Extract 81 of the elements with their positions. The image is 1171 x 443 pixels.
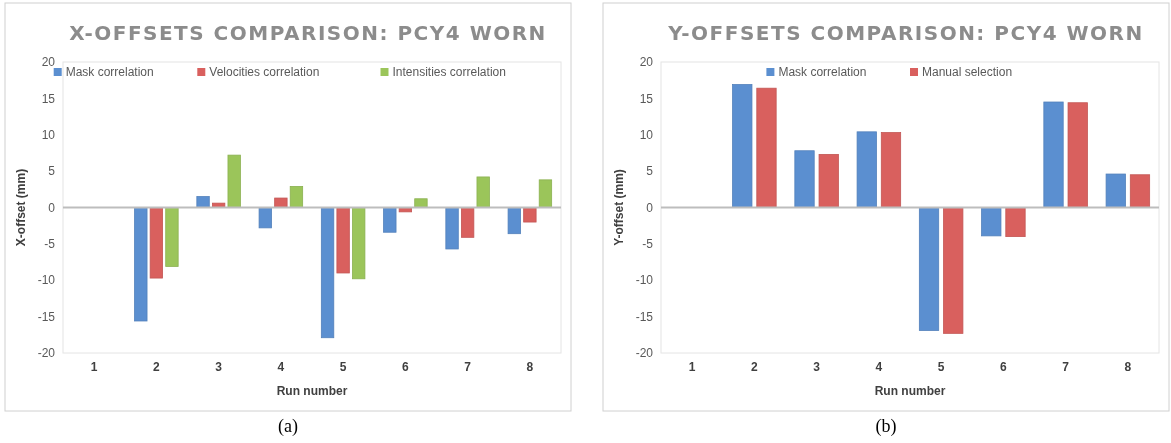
- bar: [227, 154, 241, 208]
- y-tick-label: -10: [635, 273, 654, 288]
- bar: [523, 207, 537, 223]
- legend-label: Mask correlation: [778, 65, 867, 80]
- y-tick-label: -5: [642, 237, 654, 252]
- bar: [134, 207, 148, 322]
- bar: [1129, 174, 1151, 208]
- x-tick-label: 6: [402, 360, 410, 374]
- bar: [538, 179, 553, 208]
- x-tick-label: 6: [1000, 360, 1008, 374]
- bar: [165, 207, 179, 267]
- x-tick-label: 2: [751, 360, 759, 374]
- bar: [943, 207, 964, 334]
- legend-label: Intensities correlation: [392, 65, 506, 80]
- bar: [149, 207, 163, 279]
- y-axis-title: X-offset (mm): [14, 168, 28, 247]
- bar: [1067, 102, 1088, 208]
- chart-title: X-OFFSETS COMPARISON: PCY4 WORN: [69, 21, 547, 45]
- bar: [196, 196, 210, 208]
- bar: [1105, 173, 1126, 208]
- y-tick-label: -5: [44, 237, 56, 252]
- bar: [1005, 207, 1026, 237]
- text: (a): [278, 416, 298, 437]
- bar: [476, 176, 490, 208]
- bar: [445, 207, 459, 250]
- y-tick-label: 10: [41, 127, 56, 142]
- bar: [732, 84, 753, 208]
- bar: [461, 207, 475, 238]
- x-tick-label: 1: [90, 360, 98, 374]
- y-tick-label: 0: [48, 200, 56, 215]
- y-tick-label: 0: [646, 200, 654, 215]
- legend-label: Manual selection: [922, 65, 1013, 80]
- x-tick-label: 4: [277, 360, 285, 374]
- chart-title: Y-OFFSETS COMPARISON: PCY4 WORN: [667, 21, 1144, 45]
- bar: [320, 207, 335, 339]
- bar: [981, 207, 1002, 237]
- y-tick-label: 15: [639, 91, 654, 106]
- y-tick-label: 5: [646, 164, 654, 179]
- y-tick-label: 15: [41, 91, 56, 106]
- bar: [1043, 101, 1064, 208]
- bar: [856, 131, 877, 208]
- x-tick-label: 7: [1062, 360, 1070, 374]
- x-tick-label: 5: [937, 360, 945, 374]
- y-axis-title: Y-offset (mm): [612, 169, 626, 246]
- y-tick-label: -20: [635, 346, 654, 361]
- x-tick-label: 5: [339, 360, 347, 374]
- bar: [414, 198, 428, 208]
- x-axis-title: Run number: [276, 384, 348, 398]
- legend-label: Velocities correlation: [209, 65, 320, 80]
- bar: [918, 207, 940, 331]
- bar: [289, 186, 304, 208]
- bar: [880, 132, 902, 208]
- bar: [258, 207, 272, 229]
- text: (b): [875, 416, 897, 437]
- x-tick-label: 8: [1124, 360, 1132, 374]
- y-tick-label: 10: [639, 127, 654, 142]
- bar: [383, 207, 397, 233]
- x-tick-label: 4: [875, 360, 883, 374]
- y-tick-label: 5: [48, 164, 56, 179]
- y-tick-label: 20: [639, 55, 654, 70]
- x-tick-label: 8: [526, 360, 534, 374]
- y-tick-label: -10: [37, 273, 56, 288]
- bar: [336, 207, 350, 274]
- x-tick-label: 7: [464, 360, 472, 374]
- bar: [794, 150, 815, 208]
- bar: [274, 197, 288, 208]
- x-tick-label: 1: [688, 360, 696, 374]
- bar: [507, 207, 521, 235]
- bar: [818, 153, 839, 208]
- bar: [756, 87, 777, 208]
- bar: [352, 207, 366, 280]
- y-tick-label: -15: [635, 309, 654, 324]
- y-tick-label: 20: [41, 55, 56, 70]
- bar: [212, 202, 226, 208]
- y-tick-label: -15: [37, 309, 56, 324]
- y-tick-label: -20: [37, 346, 56, 361]
- x-tick-label: 3: [813, 360, 821, 374]
- x-axis-title: Run number: [874, 384, 946, 398]
- x-tick-label: 3: [215, 360, 223, 374]
- x-tick-label: 2: [153, 360, 161, 374]
- legend-label: Mask correlation: [65, 65, 154, 80]
